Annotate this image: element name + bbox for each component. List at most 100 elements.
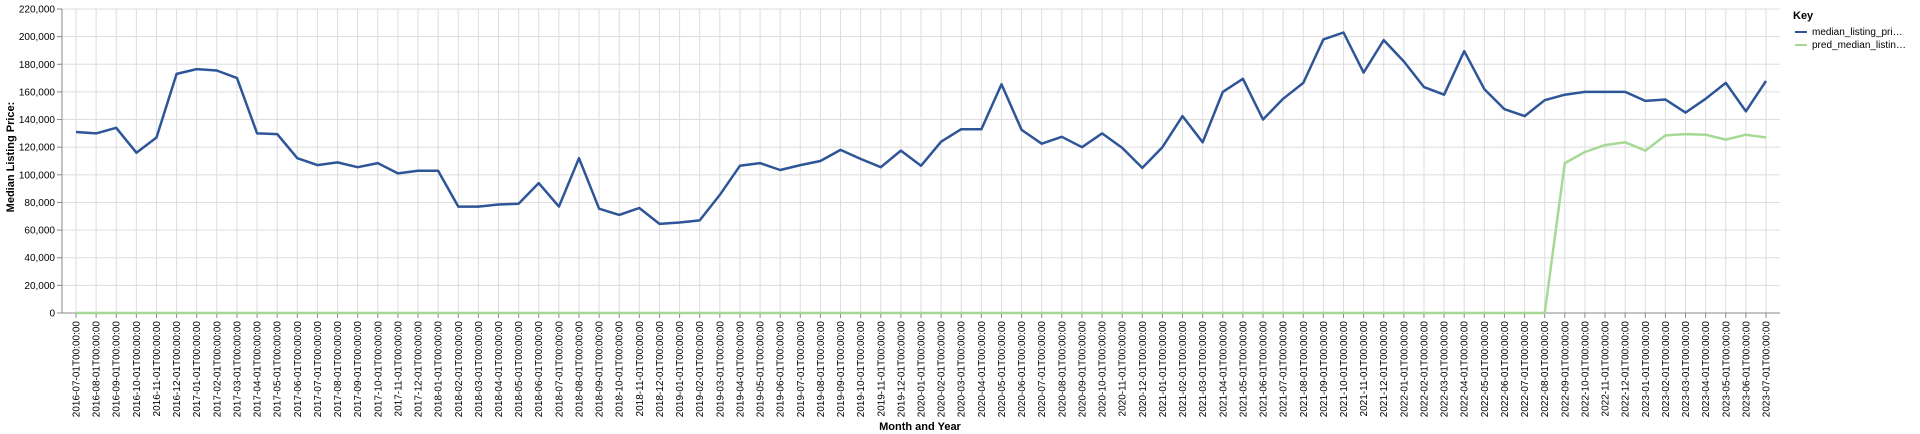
x-tick-label: 2018-09-01T00:00:00 xyxy=(595,321,606,418)
x-tick-label: 2018-02-01T00:00:00 xyxy=(454,321,465,418)
x-tick-label: 2020-08-01T00:00:00 xyxy=(1057,321,1068,418)
x-tick-label: 2022-07-01T00:00:00 xyxy=(1520,321,1531,418)
x-tick-label: 2022-03-01T00:00:00 xyxy=(1440,321,1451,418)
x-tick-label: 2022-11-01T00:00:00 xyxy=(1601,321,1612,417)
y-axis-title: Median Listing Price: xyxy=(5,102,17,213)
legend-title: Key xyxy=(1793,10,1814,22)
x-tick-label: 2016-12-01T00:00:00 xyxy=(172,321,183,418)
x-tick-label: 2017-09-01T00:00:00 xyxy=(353,321,364,418)
y-tick-label: 0 xyxy=(49,309,55,320)
x-tick-label: 2016-09-01T00:00:00 xyxy=(112,321,123,418)
x-tick-label: 2021-02-01T00:00:00 xyxy=(1178,321,1189,418)
series-layer xyxy=(75,31,1768,315)
x-tick-label: 2023-04-01T00:00:00 xyxy=(1701,321,1712,418)
x-tick-label: 2018-04-01T00:00:00 xyxy=(494,321,505,418)
x-tick-label: 2017-06-01T00:00:00 xyxy=(293,321,304,418)
x-tick-label: 2021-03-01T00:00:00 xyxy=(1198,321,1209,418)
x-tick-label: 2019-06-01T00:00:00 xyxy=(776,321,787,418)
x-tick-label: 2017-05-01T00:00:00 xyxy=(273,321,284,418)
x-tick-label: 2018-05-01T00:00:00 xyxy=(514,321,525,418)
x-tick-label: 2019-01-01T00:00:00 xyxy=(675,321,686,418)
x-tick-label: 2021-09-01T00:00:00 xyxy=(1319,321,1330,418)
x-tick-label: 2023-07-01T00:00:00 xyxy=(1762,321,1773,418)
x-tick-label: 2017-03-01T00:00:00 xyxy=(232,321,243,418)
x-tick-label: 2023-01-01T00:00:00 xyxy=(1641,321,1652,418)
x-tick-label: 2021-07-01T00:00:00 xyxy=(1279,321,1290,418)
x-tick-label: 2021-10-01T00:00:00 xyxy=(1339,321,1350,418)
x-tick-label: 2018-12-01T00:00:00 xyxy=(655,321,666,418)
x-tick-label: 2019-08-01T00:00:00 xyxy=(816,321,827,418)
x-tick-label: 2017-10-01T00:00:00 xyxy=(373,321,384,418)
x-tick-label: 2021-05-01T00:00:00 xyxy=(1238,321,1249,418)
x-tick-label: 2021-08-01T00:00:00 xyxy=(1299,321,1310,418)
x-tick-label: 2022-06-01T00:00:00 xyxy=(1500,321,1511,418)
x-tick-label: 2018-11-01T00:00:00 xyxy=(635,321,646,417)
x-tick-label: 2017-01-01T00:00:00 xyxy=(192,321,203,418)
series-line-pred xyxy=(76,132,1767,315)
y-tick-label: 100,000 xyxy=(19,170,56,181)
x-tick-label: 2023-02-01T00:00:00 xyxy=(1661,321,1672,418)
x-tick-label: 2019-11-01T00:00:00 xyxy=(876,321,887,417)
y-tick-label: 40,000 xyxy=(24,253,55,264)
x-tick-label: 2020-06-01T00:00:00 xyxy=(1017,321,1028,418)
legend-label-pred: pred_median_listin… xyxy=(1812,40,1906,51)
x-tick-label: 2021-01-01T00:00:00 xyxy=(1158,321,1169,418)
x-tick-label: 2022-12-01T00:00:00 xyxy=(1621,321,1632,418)
x-tick-label: 2022-08-01T00:00:00 xyxy=(1540,321,1551,418)
x-tick-label: 2017-02-01T00:00:00 xyxy=(212,321,223,418)
y-tick-label: 80,000 xyxy=(24,198,55,209)
x-tick-label: 2020-02-01T00:00:00 xyxy=(937,321,948,418)
y-tick-label: 120,000 xyxy=(19,143,56,154)
x-tick-label: 2018-06-01T00:00:00 xyxy=(534,321,545,418)
x-tick-label: 2023-05-01T00:00:00 xyxy=(1721,321,1732,418)
y-tick-label: 160,000 xyxy=(19,87,56,98)
x-tick-label: 2020-07-01T00:00:00 xyxy=(1037,321,1048,418)
x-tick-label: 2022-01-01T00:00:00 xyxy=(1399,321,1410,418)
x-tick-label: 2017-04-01T00:00:00 xyxy=(253,321,264,418)
x-tick-label: 2017-07-01T00:00:00 xyxy=(313,321,324,418)
x-tick-label: 2022-05-01T00:00:00 xyxy=(1480,321,1491,418)
x-tick-label: 2018-10-01T00:00:00 xyxy=(615,321,626,418)
x-tick-label: 2020-05-01T00:00:00 xyxy=(997,321,1008,418)
x-tick-label: 2022-10-01T00:00:00 xyxy=(1580,321,1591,418)
x-tick-label: 2016-07-01T00:00:00 xyxy=(72,321,83,418)
x-tick-label: 2019-02-01T00:00:00 xyxy=(695,321,706,418)
x-tick-label: 2020-10-01T00:00:00 xyxy=(1098,321,1109,418)
x-tick-label: 2021-11-01T00:00:00 xyxy=(1359,321,1370,417)
y-tick-label: 140,000 xyxy=(19,115,56,126)
x-tick-label: 2023-03-01T00:00:00 xyxy=(1681,321,1692,418)
x-axis-title: Month and Year xyxy=(879,421,961,433)
x-tick-label: 2023-06-01T00:00:00 xyxy=(1741,321,1752,418)
x-axis: 2016-07-01T00:00:00 2016-08-01T00:00:00 20… xyxy=(62,312,1780,418)
x-tick-label: 2016-10-01T00:00:00 xyxy=(132,321,143,418)
x-tick-label: 2016-08-01T00:00:00 xyxy=(92,321,103,418)
y-tick-label: 60,000 xyxy=(24,226,55,237)
x-tick-label: 2020-11-01T00:00:00 xyxy=(1118,321,1129,417)
legend-label-median: median_listing_pri… xyxy=(1812,27,1903,38)
x-tick-label: 2019-04-01T00:00:00 xyxy=(735,321,746,418)
x-tick-label: 2020-03-01T00:00:00 xyxy=(957,321,968,418)
x-tick-label: 2018-01-01T00:00:00 xyxy=(434,321,445,418)
x-tick-label: 2021-04-01T00:00:00 xyxy=(1218,321,1229,418)
x-tick-label: 2020-12-01T00:00:00 xyxy=(1138,321,1149,418)
x-tick-label: 2022-02-01T00:00:00 xyxy=(1419,321,1430,418)
x-tick-label: 2018-08-01T00:00:00 xyxy=(574,321,585,418)
x-tick-label: 2019-07-01T00:00:00 xyxy=(796,321,807,418)
x-tick-label: 2019-05-01T00:00:00 xyxy=(756,321,767,418)
x-tick-label: 2016-11-01T00:00:00 xyxy=(152,321,163,417)
x-tick-label: 2022-09-01T00:00:00 xyxy=(1560,321,1571,418)
y-axis: 0 20,000 40,000 60,000 80,000 100,000 120,000 1… xyxy=(19,5,63,320)
x-tick-label: 2021-12-01T00:00:00 xyxy=(1379,321,1390,418)
x-tick-label: 2020-09-01T00:00:00 xyxy=(1077,321,1088,418)
gridlines xyxy=(62,8,1780,313)
y-tick-label: 180,000 xyxy=(19,60,56,71)
x-tick-label: 2019-12-01T00:00:00 xyxy=(896,321,907,418)
x-tick-label: 2021-06-01T00:00:00 xyxy=(1259,321,1270,418)
x-tick-label: 2019-03-01T00:00:00 xyxy=(715,321,726,418)
x-tick-label: 2017-12-01T00:00:00 xyxy=(414,321,425,418)
x-tick-label: 2018-07-01T00:00:00 xyxy=(554,321,565,418)
series-line-median xyxy=(75,31,1768,226)
x-tick-label: 2020-04-01T00:00:00 xyxy=(977,321,988,418)
x-tick-label: 2022-04-01T00:00:00 xyxy=(1460,321,1471,418)
